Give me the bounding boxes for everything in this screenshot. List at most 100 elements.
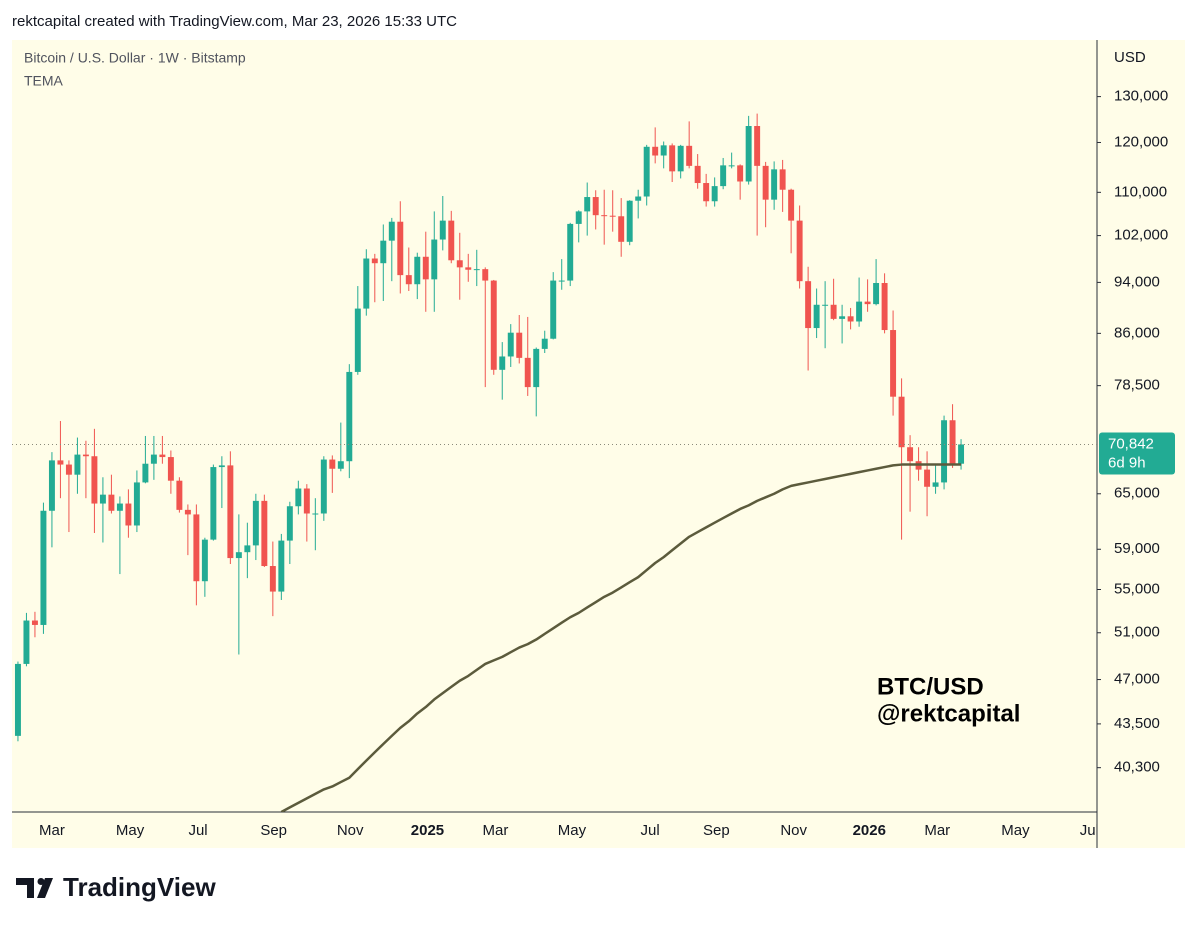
candle-body xyxy=(482,269,489,281)
x-tick-label: Jul xyxy=(188,822,207,839)
y-tick-label: 130,000 xyxy=(1114,88,1168,105)
candle-body xyxy=(558,280,565,282)
chart-title: Bitcoin / U.S. Dollar · 1W · Bitstamp xyxy=(24,50,246,66)
candle-body xyxy=(941,420,948,483)
candle-body xyxy=(244,545,251,553)
candle-body xyxy=(269,566,276,592)
candle-body xyxy=(847,316,854,322)
x-tick-label: Mar xyxy=(924,822,950,839)
candle-body xyxy=(371,258,378,264)
candle-body xyxy=(448,220,455,261)
candle-body xyxy=(839,316,846,319)
candle-body xyxy=(14,663,21,736)
plot-area xyxy=(12,113,1097,812)
candle-body xyxy=(91,456,98,504)
candle-body xyxy=(363,258,370,309)
candle-body xyxy=(252,500,259,546)
candle-body xyxy=(626,200,633,242)
candle-body xyxy=(354,308,361,372)
candle-body xyxy=(652,146,659,156)
brand-name: TradingView xyxy=(63,872,216,902)
candle-body xyxy=(48,460,55,511)
x-tick-label: Sep xyxy=(703,822,730,839)
candle-body xyxy=(184,509,191,515)
candle-body xyxy=(541,338,548,349)
y-tick-label: 40,300 xyxy=(1114,759,1160,776)
candle-body xyxy=(159,454,166,458)
candle-body xyxy=(898,396,905,448)
candle-body xyxy=(320,459,327,514)
x-tick-label: Mar xyxy=(39,822,65,839)
candle-body xyxy=(856,301,863,322)
candle-body xyxy=(473,269,480,271)
candle-body xyxy=(57,460,64,465)
x-tick-label: May xyxy=(558,822,587,839)
candle-body xyxy=(31,620,38,625)
candle-body xyxy=(150,454,157,464)
candle-body xyxy=(235,552,242,559)
candle-body xyxy=(210,467,217,540)
candle-body xyxy=(881,283,888,331)
y-tick-label: 47,000 xyxy=(1114,671,1160,688)
candle-body xyxy=(779,169,786,190)
candle-body xyxy=(720,165,727,187)
candle-body xyxy=(388,221,395,241)
candle-body xyxy=(125,503,132,526)
candle-body xyxy=(932,482,939,487)
candle-body xyxy=(431,239,438,280)
candle-body xyxy=(167,457,174,481)
time-axis: Mar May Jul Sep Nov 2025 Mar May Jul Sep Nov 2026 Ma… xyxy=(39,822,1099,839)
candle-body xyxy=(23,620,30,664)
logo-shape xyxy=(37,878,45,885)
x-tick-label: Jul xyxy=(1080,822,1099,839)
candle-body xyxy=(575,211,582,224)
y-tick-label: 65,000 xyxy=(1114,485,1160,502)
candle-body xyxy=(312,513,319,515)
candle-body xyxy=(193,514,200,582)
candle-body xyxy=(516,332,523,358)
last-price-label: 70,842 xyxy=(1108,435,1154,452)
brand-logo xyxy=(16,878,53,898)
candle-body xyxy=(592,197,599,216)
candle-body xyxy=(397,221,404,276)
candle-body xyxy=(949,420,956,464)
candle-body xyxy=(278,540,285,592)
annotation: @rektcapital xyxy=(877,700,1020,727)
candle-body xyxy=(99,494,106,504)
x-tick-label: 2025 xyxy=(411,822,444,839)
candle-body xyxy=(533,348,540,388)
x-tick-label: 2026 xyxy=(853,822,886,839)
candle-body xyxy=(618,216,625,242)
candle-body xyxy=(490,280,497,370)
candle-body xyxy=(771,169,778,200)
indicator-name: TEMA xyxy=(24,73,64,89)
candle-body xyxy=(728,165,735,167)
candle-body xyxy=(405,275,412,285)
candle-body xyxy=(108,494,115,511)
candle-body xyxy=(703,183,710,202)
candle-body xyxy=(201,539,208,582)
candle-body xyxy=(907,447,914,462)
candle-body xyxy=(65,464,72,475)
candle-body xyxy=(788,189,795,221)
candle-body xyxy=(873,283,880,305)
candle-body xyxy=(686,145,693,166)
chart-background xyxy=(12,40,1185,848)
candle-body xyxy=(346,371,353,462)
candle-body xyxy=(754,126,761,166)
candle-body xyxy=(218,465,225,468)
candle-body xyxy=(524,357,531,388)
candle-body xyxy=(82,454,89,457)
candle-body xyxy=(737,165,744,182)
x-tick-label: May xyxy=(116,822,145,839)
currency-label: USD xyxy=(1114,49,1146,66)
candle-body xyxy=(414,256,421,285)
candle-body xyxy=(261,500,268,567)
candle-body xyxy=(176,480,183,510)
candle-body xyxy=(507,332,514,357)
x-tick-label: Jul xyxy=(640,822,659,839)
candle-body xyxy=(499,356,506,370)
x-tick-label: Nov xyxy=(780,822,807,839)
